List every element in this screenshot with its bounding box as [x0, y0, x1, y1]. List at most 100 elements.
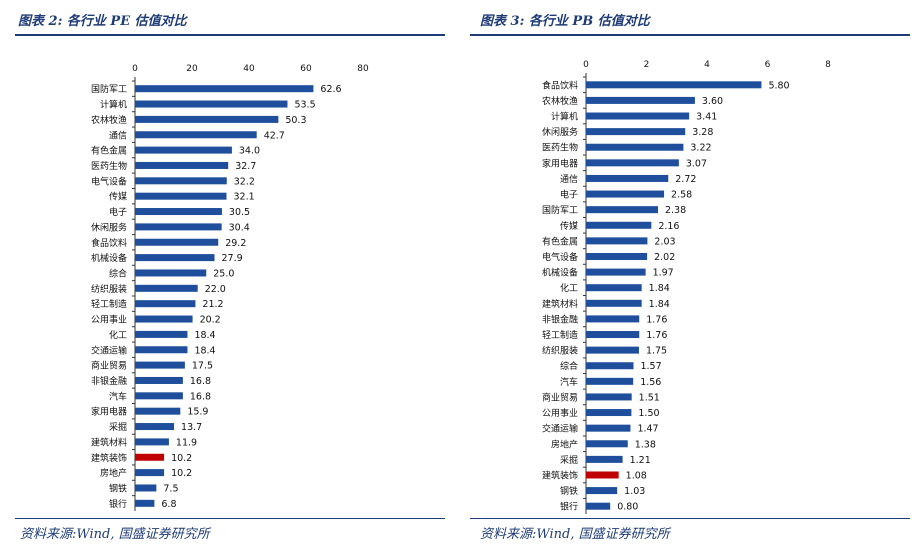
pb-value-label: 1.97: [653, 268, 674, 279]
pb-category-label: 纺织服装: [542, 345, 578, 357]
pe-bar: [135, 131, 257, 139]
pe-value-label: 16.8: [190, 376, 211, 387]
pe-category-label: 计算机: [100, 99, 127, 111]
pe-value-label: 42.7: [264, 130, 285, 141]
pe-value-label: 20.2: [200, 315, 221, 326]
pe-bar: [135, 208, 222, 216]
pb-category-label: 国防军工: [542, 204, 578, 216]
pe-category-label: 农林牧渔: [91, 114, 127, 126]
pe-category-label: 汽车: [109, 390, 127, 402]
pb-category-label: 计算机: [551, 111, 578, 123]
pb-value-label: 3.22: [690, 143, 711, 154]
pb-tick-label: 4: [704, 60, 710, 70]
pe-category-label: 非银金融: [91, 375, 127, 387]
pe-value-label: 22.0: [205, 284, 226, 295]
pe-category-label: 房地产: [100, 467, 127, 479]
pe-source-note: 资料来源:Wind, 国盛证券研究所: [20, 527, 210, 542]
pb-category-label: 房地产: [551, 438, 578, 450]
pb-source-note: 资料来源:Wind, 国盛证券研究所: [480, 527, 670, 542]
pb-bar: [586, 268, 646, 276]
pb-bar: [586, 174, 669, 182]
pb-value-label: 1.84: [649, 299, 670, 310]
pb-chart-title: 图表 3: 各行业 PB 估值对比: [480, 14, 650, 29]
pe-value-label: 27.9: [222, 253, 243, 264]
pb-category-label: 通信: [560, 173, 578, 185]
pe-category-label: 休闲服务: [91, 221, 127, 233]
pe-category-label: 国防军工: [91, 83, 127, 95]
pe-value-label: 15.9: [187, 407, 208, 418]
pe-value-label: 7.5: [163, 483, 178, 494]
pe-category-label: 电气设备: [91, 175, 127, 187]
pb-value-label: 1.56: [640, 377, 661, 388]
pb-bar: [586, 128, 686, 136]
pe-category-label: 有色金属: [91, 145, 127, 157]
pb-value-label: 3.60: [702, 96, 723, 107]
pe-value-label: 6.8: [161, 499, 176, 510]
pb-value-label: 2.58: [671, 190, 692, 201]
pb-source-rule: [470, 518, 910, 519]
pb-bar: [586, 409, 632, 417]
pb-value-label: 2.38: [665, 205, 686, 216]
pb-bar: [586, 471, 619, 479]
pe-bar: [135, 499, 155, 507]
pe-tick-label: 40: [243, 64, 255, 74]
pb-category-label: 食品饮料: [542, 79, 578, 91]
pb-category-label: 电气设备: [542, 251, 578, 263]
pb-tick-label: 0: [583, 60, 589, 70]
pb-bar: [586, 143, 684, 151]
pb-category-label: 非银金融: [542, 313, 578, 325]
pe-category-label: 食品饮料: [91, 237, 127, 249]
pb-bar: [586, 331, 640, 339]
pb-bar: [586, 96, 695, 104]
pe-category-label: 机械设备: [91, 252, 127, 264]
pe-bar: [135, 346, 188, 354]
pb-value-label: 1.47: [637, 424, 658, 435]
pb-bar: [586, 284, 642, 292]
pe-bar: [135, 254, 215, 262]
pb-bar: [586, 221, 652, 229]
pb-bar: [586, 424, 631, 432]
pb-value-label: 2.02: [654, 252, 675, 263]
pb-value-label: 3.07: [686, 158, 707, 169]
pb-category-label: 商业贸易: [542, 391, 578, 403]
pb-value-label: 1.84: [649, 283, 670, 294]
pb-category-label: 休闲服务: [542, 126, 578, 138]
pe-tick-label: 80: [357, 64, 369, 74]
pb-category-label: 交通运输: [542, 423, 578, 435]
pe-bar: [135, 177, 227, 185]
pb-bar: [586, 393, 632, 401]
pe-value-label: 10.2: [171, 468, 192, 479]
pb-bar: [586, 440, 628, 448]
pe-bar: [135, 315, 193, 323]
pe-value-label: 30.5: [229, 207, 250, 218]
pb-category-label: 采掘: [560, 454, 578, 466]
pe-value-label: 53.5: [294, 100, 315, 111]
pb-category-label: 轻工制造: [542, 329, 578, 341]
pe-chart-title: 图表 2: 各行业 PE 估值对比: [18, 14, 187, 29]
pb-category-label: 钢铁: [560, 485, 578, 497]
pb-category-label: 家用电器: [542, 157, 578, 169]
pb-category-label: 化工: [560, 282, 578, 294]
pb-bar: [586, 112, 690, 120]
pe-tick-label: 60: [300, 64, 312, 74]
pe-bar: [135, 269, 207, 277]
pe-value-label: 50.3: [285, 115, 306, 126]
pe-value-label: 32.2: [234, 176, 255, 187]
pe-value-label: 25.0: [213, 268, 234, 279]
pb-value-label: 3.41: [696, 112, 717, 123]
pe-bar: [135, 161, 229, 169]
pb-tick-label: 8: [825, 60, 831, 70]
pb-bar: [586, 487, 618, 495]
pb-value-label: 1.51: [639, 392, 660, 403]
pe-category-label: 建筑材料: [91, 436, 127, 448]
pe-category-label: 医药生物: [91, 160, 127, 172]
pb-bar: [586, 502, 611, 510]
pb-category-label: 公用事业: [542, 407, 578, 419]
pe-bar: [135, 146, 232, 154]
pe-bar: [135, 469, 165, 477]
pb-bar: [586, 455, 623, 463]
pe-category-label: 家用电器: [91, 406, 127, 418]
pe-bar-chart: 0 20 40 60 80 国防军工 62.6 计算机 53.5 农林牧渔 50.3 通信 42.7 有色…: [91, 64, 369, 511]
pe-value-label: 10.2: [171, 453, 192, 464]
pb-category-label: 银行: [560, 501, 578, 513]
